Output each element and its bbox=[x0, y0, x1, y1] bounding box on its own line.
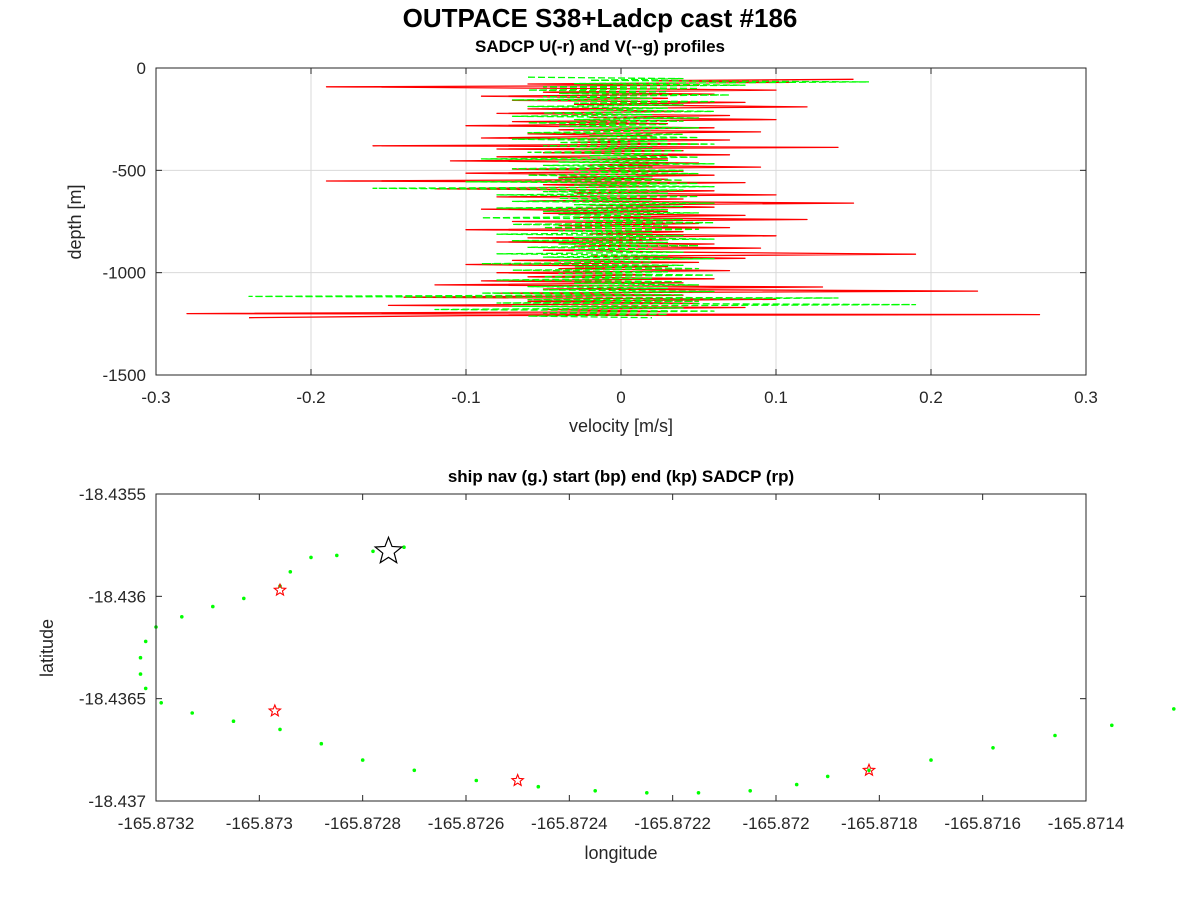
nav-point bbox=[309, 555, 313, 560]
nav-point bbox=[231, 719, 236, 723]
nav-x-axis-label: longitude bbox=[584, 843, 657, 863]
nav-x-tick-label: -165.872 bbox=[742, 814, 809, 833]
nav-x-tick-label: -165.8718 bbox=[841, 814, 918, 833]
profile-y-axis-label: depth [m] bbox=[65, 184, 85, 259]
v-velocity-line bbox=[248, 76, 917, 319]
profile-x-tick-label: 0.1 bbox=[764, 388, 788, 407]
sadcp-star-marker bbox=[861, 762, 877, 777]
nav-point bbox=[371, 549, 375, 554]
profile-x-tick-label: 0.2 bbox=[919, 388, 943, 407]
nav-y-axis-label: latitude bbox=[37, 619, 57, 677]
ship-nav-panel: ship nav (g.) start (bp) end (kp) SADCP … bbox=[37, 467, 1176, 863]
nav-point bbox=[929, 758, 933, 762]
nav-x-tick-label: -165.8732 bbox=[118, 814, 195, 833]
nav-point bbox=[825, 774, 830, 779]
profile-x-axis-label: velocity [m/s] bbox=[569, 416, 673, 436]
profile-x-tick-label: 0 bbox=[616, 388, 625, 407]
nav-x-tick-label: -165.8722 bbox=[634, 814, 711, 833]
nav-point bbox=[536, 784, 541, 789]
profile-x-tick-label: 0.3 bbox=[1074, 388, 1098, 407]
nav-plot-frame bbox=[155, 493, 1087, 802]
nav-point bbox=[696, 791, 701, 795]
profile-x-ticks: -0.3 -0.2 -0.1 0 0.1 0.2 0.3 bbox=[141, 68, 1098, 407]
nav-point bbox=[180, 615, 184, 619]
nav-plot-area bbox=[156, 494, 1086, 801]
nav-point bbox=[138, 672, 143, 676]
nav-point bbox=[159, 701, 163, 705]
nav-x-tick-label: -165.873 bbox=[226, 814, 293, 833]
nav-point bbox=[360, 758, 365, 762]
nav-point bbox=[412, 768, 417, 773]
nav-x-tick-label: -165.8714 bbox=[1048, 814, 1125, 833]
velocity-profile-panel: OUTPACE S38+Ladcp cast #186 SADCP U(-r) … bbox=[65, 3, 1098, 436]
nav-point bbox=[1053, 733, 1057, 738]
nav-point bbox=[335, 553, 339, 558]
nav-point bbox=[143, 686, 148, 691]
nav-point bbox=[242, 596, 246, 601]
nav-point bbox=[138, 655, 143, 660]
figure-title: OUTPACE S38+Ladcp cast #186 bbox=[403, 3, 798, 33]
nav-point bbox=[748, 789, 752, 793]
nav-y-tick-label: -18.437 bbox=[88, 792, 146, 811]
nav-x-tick-label: -165.8728 bbox=[324, 814, 401, 833]
nav-point bbox=[319, 741, 324, 746]
nav-y-tick-label: -18.4355 bbox=[79, 485, 146, 504]
profile-y-tick-label: -1500 bbox=[103, 366, 146, 385]
profile-series bbox=[186, 76, 1041, 319]
sadcp-star-marker bbox=[267, 703, 282, 718]
sadcp-star-marker bbox=[272, 582, 288, 597]
profile-y-tick-label: -1000 bbox=[103, 264, 146, 283]
nav-point bbox=[288, 570, 293, 574]
profile-y-tick-label: 0 bbox=[137, 59, 146, 78]
profile-x-tick-label: -0.1 bbox=[451, 388, 480, 407]
profile-y-ticks: 0 -500 -1000 -1500 bbox=[103, 59, 1086, 385]
nav-point bbox=[645, 791, 649, 795]
nav-point bbox=[593, 789, 597, 793]
nav-point bbox=[190, 711, 194, 715]
profile-y-tick-label: -500 bbox=[112, 161, 146, 180]
end-star-marker bbox=[373, 535, 404, 564]
nav-point bbox=[211, 604, 215, 609]
nav-point bbox=[991, 746, 995, 750]
nav-y-tick-label: -18.4365 bbox=[79, 690, 146, 709]
nav-point bbox=[402, 545, 406, 549]
nav-point bbox=[794, 782, 799, 787]
profile-x-tick-label: -0.3 bbox=[141, 388, 170, 407]
sadcp-star-marker bbox=[510, 773, 525, 787]
nav-x-tick-label: -165.8726 bbox=[428, 814, 505, 833]
nav-point bbox=[278, 727, 282, 732]
nav-y-tick-label: -18.436 bbox=[88, 587, 146, 606]
nav-x-tick-label: -165.8716 bbox=[944, 814, 1021, 833]
nav-point bbox=[143, 639, 148, 644]
nav-series bbox=[138, 535, 1176, 795]
nav-x-tick-label: -165.8724 bbox=[531, 814, 608, 833]
nav-point bbox=[474, 778, 479, 783]
nav-point bbox=[867, 768, 871, 773]
nav-point bbox=[1110, 723, 1114, 728]
profile-x-tick-label: -0.2 bbox=[296, 388, 325, 407]
nav-point bbox=[1172, 707, 1176, 711]
profile-chart-subtitle: SADCP U(-r) and V(--g) profiles bbox=[475, 37, 725, 56]
nav-x-ticks: -165.8732 -165.873 -165.8728 -165.8726 -165.… bbox=[118, 494, 1125, 833]
nav-y-ticks: -18.4355 -18.436 -18.4365 -18.437 bbox=[79, 485, 1086, 811]
nav-chart-title: ship nav (g.) start (bp) end (kp) SADCP … bbox=[448, 467, 794, 486]
